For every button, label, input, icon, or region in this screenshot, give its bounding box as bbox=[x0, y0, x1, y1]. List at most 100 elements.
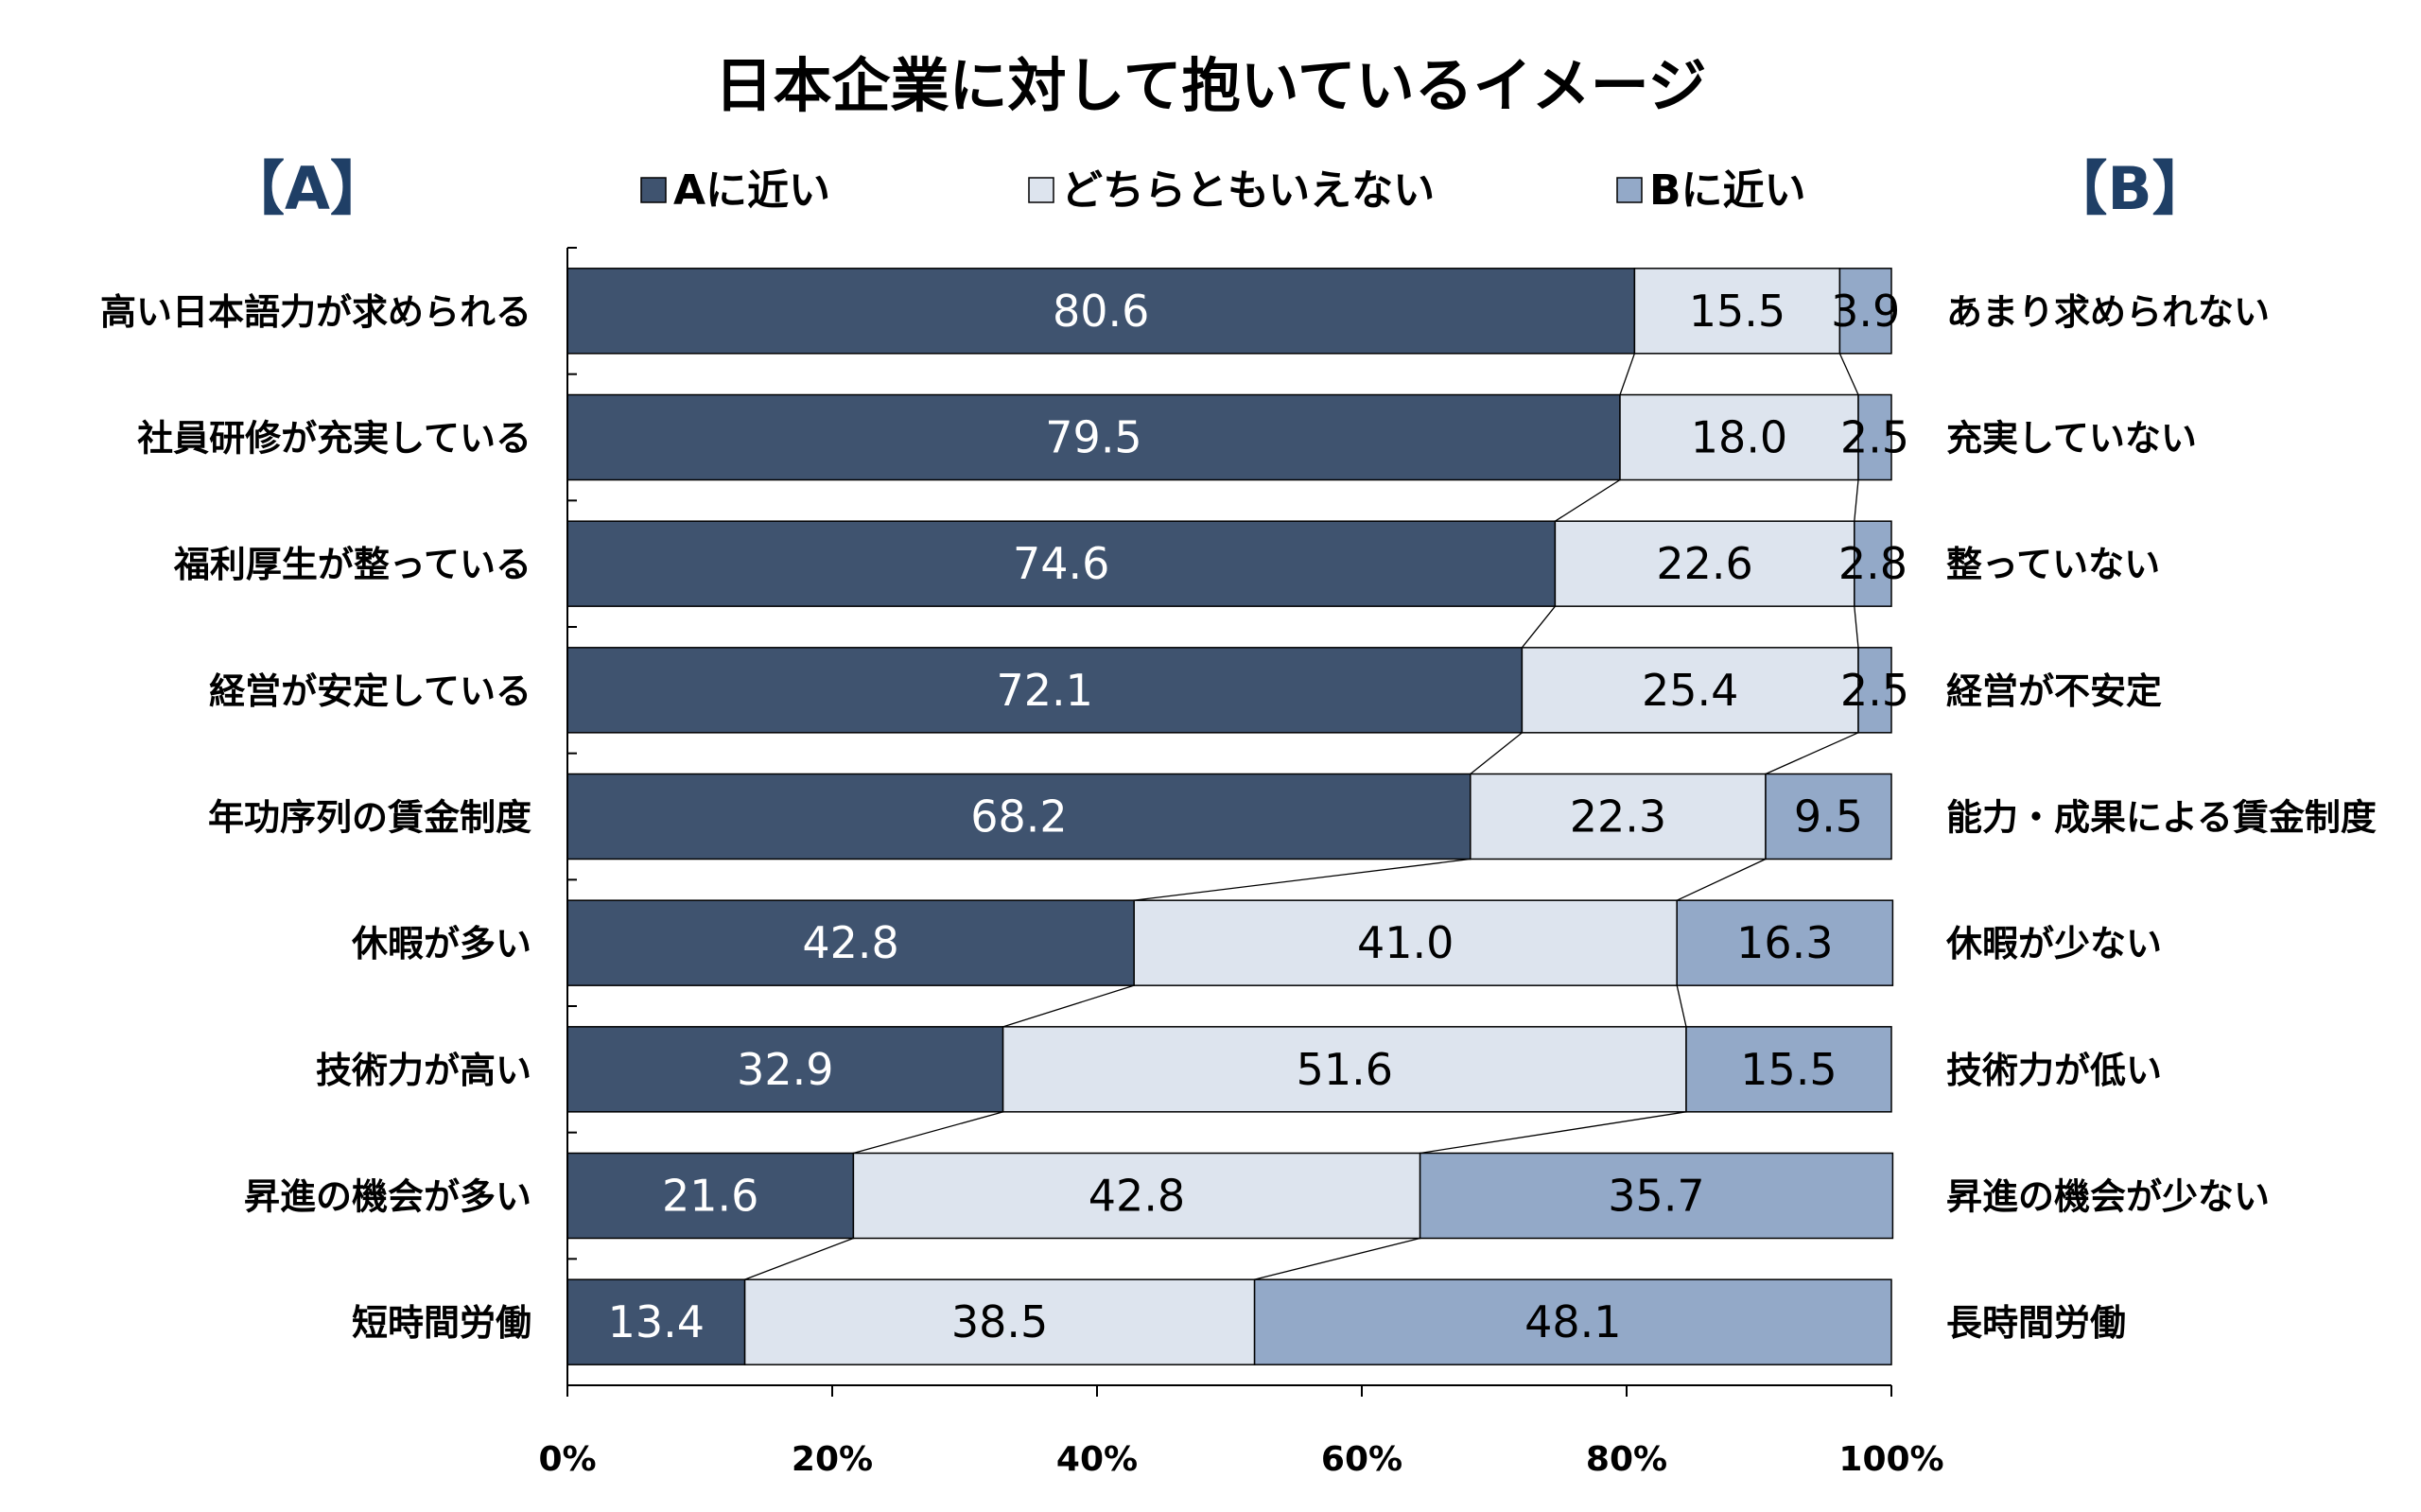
series-connector-line bbox=[1854, 606, 1859, 648]
value-label: 42.8 bbox=[1089, 1171, 1185, 1222]
series-connector-line bbox=[1676, 858, 1767, 901]
bar-segment bbox=[566, 1152, 855, 1240]
series-connector-line bbox=[1555, 478, 1621, 522]
legend-swatch-neutral bbox=[1028, 177, 1054, 203]
category-label-right: 充実していない bbox=[1946, 418, 2197, 460]
value-label: 74.6 bbox=[1013, 538, 1109, 589]
category-label-left: 福利厚生が整っている bbox=[173, 544, 531, 585]
plot-area: 80.6 15.5 3.9 高い日本語力が求められる あまり求められない 79.5 18.0… bbox=[100, 247, 2377, 1479]
series-connector-line bbox=[853, 1111, 1003, 1155]
value-label: 22.6 bbox=[1656, 538, 1752, 589]
category-label-left: 技術力が高い bbox=[316, 1050, 531, 1091]
series-connector-line bbox=[1765, 732, 1859, 775]
category-label-right: 昇進の機会が少ない bbox=[1946, 1176, 2270, 1218]
value-label: 68.2 bbox=[970, 791, 1067, 843]
bar-segment bbox=[1633, 268, 1841, 355]
bar-segment bbox=[1676, 899, 1894, 986]
bar-segment bbox=[566, 1278, 746, 1365]
series-connector-line bbox=[1521, 605, 1556, 649]
value-label: 80.6 bbox=[1053, 286, 1149, 337]
category-label-right: 整っていない bbox=[1946, 544, 2160, 585]
value-label: 18.0 bbox=[1691, 412, 1787, 463]
category-label-left: 短時間労働 bbox=[352, 1302, 531, 1344]
value-label: 21.6 bbox=[662, 1171, 758, 1222]
value-label: 16.3 bbox=[1736, 917, 1833, 968]
bar-segment bbox=[1765, 773, 1892, 860]
value-label: 51.6 bbox=[1297, 1044, 1393, 1095]
value-label: 2.5 bbox=[1840, 665, 1909, 716]
value-label: 15.5 bbox=[1740, 1044, 1837, 1095]
value-label: 2.8 bbox=[1838, 538, 1907, 589]
bar-segment bbox=[1857, 647, 1892, 734]
bar-segment bbox=[566, 773, 1472, 860]
bar-segment bbox=[1419, 1152, 1894, 1240]
bar-segment bbox=[1857, 393, 1892, 481]
x-tick-label: 40% bbox=[1056, 1440, 1138, 1479]
category-label-right: あまり求められない bbox=[1946, 291, 2270, 333]
value-label: 41.0 bbox=[1357, 917, 1454, 968]
category-label-right: 技術力が低い bbox=[1946, 1050, 2162, 1091]
category-label-right: 能力・成果による賃金制度 bbox=[1946, 797, 2377, 839]
bar-segment bbox=[1253, 1278, 1892, 1365]
x-tick-label: 80% bbox=[1586, 1440, 1667, 1479]
bar-segment bbox=[1001, 1026, 1687, 1113]
bar-segment bbox=[1854, 520, 1892, 607]
value-label: 79.5 bbox=[1045, 412, 1141, 463]
series-connector-line bbox=[1470, 732, 1523, 775]
series-connector-line bbox=[1420, 1111, 1687, 1155]
value-label: 72.1 bbox=[996, 665, 1092, 716]
series-connector-line bbox=[1619, 353, 1636, 395]
category-label-left: 社員研修が充実している bbox=[137, 418, 531, 460]
value-label: 48.1 bbox=[1524, 1296, 1621, 1347]
bar-segment bbox=[1619, 393, 1859, 481]
value-label: 42.8 bbox=[802, 917, 898, 968]
value-label: 22.3 bbox=[1570, 791, 1666, 843]
category-label-right: 経営が不安定 bbox=[1946, 670, 2162, 712]
x-tick-label: 60% bbox=[1321, 1440, 1402, 1479]
bar-segment bbox=[1685, 1026, 1892, 1113]
legend: Aに近い どちらともいえない Bに近い bbox=[640, 166, 1806, 215]
bar-segment bbox=[852, 1152, 1421, 1240]
bar-segment bbox=[566, 520, 1557, 607]
value-label: 25.4 bbox=[1642, 665, 1738, 716]
legend-swatch-b bbox=[1616, 177, 1643, 203]
left-header: 【A】 bbox=[226, 154, 389, 223]
value-label: 32.9 bbox=[737, 1044, 833, 1095]
series-connector-line bbox=[1134, 858, 1471, 901]
category-label-left: 昇進の機会が多い bbox=[244, 1176, 531, 1218]
value-label: 2.5 bbox=[1840, 412, 1909, 463]
category-label-left: 高い日本語力が求められる bbox=[100, 291, 531, 333]
series-connector-line bbox=[1002, 984, 1135, 1028]
bar-segment bbox=[566, 393, 1621, 481]
value-label: 38.5 bbox=[951, 1296, 1048, 1347]
series-connector-line bbox=[1838, 353, 1859, 395]
x-tick-label: 0% bbox=[538, 1440, 596, 1479]
legend-swatch-a bbox=[640, 177, 667, 203]
bar-segment bbox=[566, 268, 1636, 355]
legend-label-b: Bに近い bbox=[1649, 166, 1806, 215]
x-tick-label: 100% bbox=[1838, 1440, 1943, 1479]
value-label: 35.7 bbox=[1608, 1171, 1704, 1222]
category-label-right: 長時間労働 bbox=[1946, 1302, 2126, 1344]
chart-title: 日本企業に対して抱いているイメージ bbox=[714, 51, 1706, 120]
value-label: 15.5 bbox=[1689, 286, 1785, 337]
category-label-left: 休暇が多い bbox=[351, 923, 531, 965]
series-connector-line bbox=[1854, 479, 1859, 522]
series-connector-line bbox=[744, 1237, 854, 1280]
series-connector-line bbox=[1254, 1237, 1420, 1280]
bar-segment bbox=[1838, 268, 1892, 355]
legend-label-a: Aに近い bbox=[673, 166, 830, 215]
bar-segment bbox=[1554, 520, 1855, 607]
value-label: 13.4 bbox=[608, 1296, 705, 1347]
right-header: 【B】 bbox=[2048, 154, 2210, 223]
series-connector-line bbox=[1676, 985, 1687, 1027]
value-label: 9.5 bbox=[1794, 791, 1863, 843]
category-label-left: 経営が安定している bbox=[209, 670, 531, 712]
bar-segment bbox=[566, 1026, 1004, 1113]
x-tick-label: 20% bbox=[792, 1440, 873, 1479]
value-label: 3.9 bbox=[1831, 286, 1900, 337]
bar-segment bbox=[1470, 773, 1767, 860]
legend-label-neutral: どちらともいえない bbox=[1061, 166, 1435, 215]
bar-segment bbox=[1133, 899, 1678, 986]
